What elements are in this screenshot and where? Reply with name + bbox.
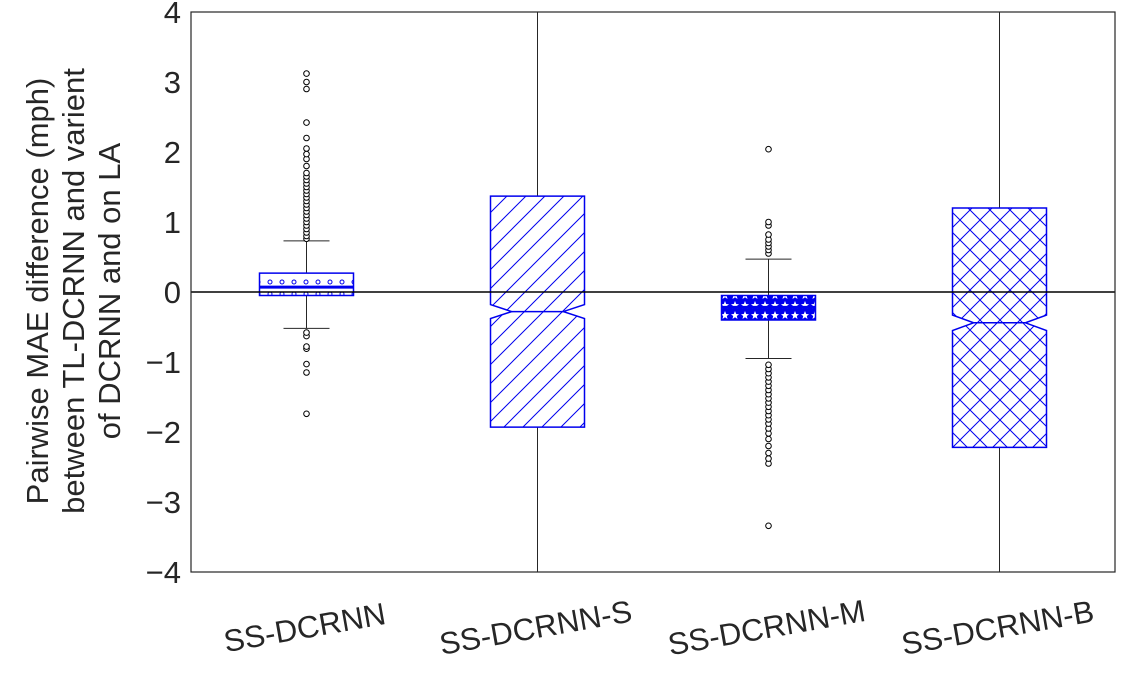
- box-body: [951, 207, 1048, 449]
- plot-frame: [190, 11, 1116, 573]
- outlier-point: [765, 218, 772, 226]
- outlier-point: [303, 410, 310, 418]
- plot-area: [191, 12, 1115, 572]
- x-tick-label: SS-DCRNN-S: [437, 594, 635, 662]
- y-tick-label: 1: [164, 205, 181, 240]
- outlier-point: [303, 85, 310, 93]
- outlier-point: [765, 145, 772, 153]
- box-2: [489, 12, 586, 572]
- outlier-point: [765, 449, 772, 457]
- y-tick-label: 3: [164, 65, 181, 100]
- outlier-point: [765, 455, 772, 462]
- x-tick-label: SS-DCRNN-M: [665, 593, 868, 662]
- outlier-point: [303, 329, 310, 336]
- y-axis-label: Pairwise MAE difference (mph) between TL…: [20, 68, 127, 514]
- y-axis-ticks: −4 −3 −2 −1 0 1 2 3 4: [146, 0, 181, 590]
- outlier-point: [303, 150, 310, 158]
- box-1: [258, 70, 355, 418]
- y-tick-label: 0: [164, 275, 181, 310]
- outlier-point: [303, 169, 310, 177]
- x-axis-ticks: SS-DCRNN SS-DCRNN-S SS-DCRNN-M SS-DCRNN-B: [221, 593, 1096, 662]
- outlier-point: [303, 162, 310, 170]
- x-tick-label: SS-DCRNN-B: [899, 594, 1097, 662]
- outlier-point: [765, 442, 772, 450]
- y-tick-label: 2: [164, 135, 181, 170]
- y-axis-label-line-3: of DCRNN and on LA: [92, 143, 127, 440]
- y-tick-label: 4: [164, 0, 181, 30]
- outlier-point: [765, 231, 772, 238]
- outlier-point: [765, 435, 772, 443]
- y-tick-label: −4: [146, 555, 181, 590]
- box-4: [951, 12, 1048, 572]
- y-axis-label-line-2: between TL-DCRNN and varient: [56, 68, 91, 514]
- outlier-point: [303, 70, 310, 77]
- outlier-point: [765, 522, 772, 530]
- y-tick-label: −1: [146, 345, 181, 380]
- outlier-point: [303, 78, 310, 86]
- y-tick-label: −2: [146, 415, 181, 450]
- outlier-point: [765, 361, 772, 369]
- outlier-point: [303, 145, 310, 152]
- y-tick-label: −3: [146, 485, 181, 520]
- outlier-point: [303, 119, 310, 126]
- x-tick-label: SS-DCRNN: [221, 596, 388, 659]
- box-3: [720, 145, 817, 530]
- outlier-point: [303, 134, 310, 142]
- outlier-point: [303, 360, 310, 368]
- outlier-point: [303, 343, 310, 350]
- y-axis-label-line-1: Pairwise MAE difference (mph): [20, 78, 55, 505]
- outlier-point: [303, 369, 310, 376]
